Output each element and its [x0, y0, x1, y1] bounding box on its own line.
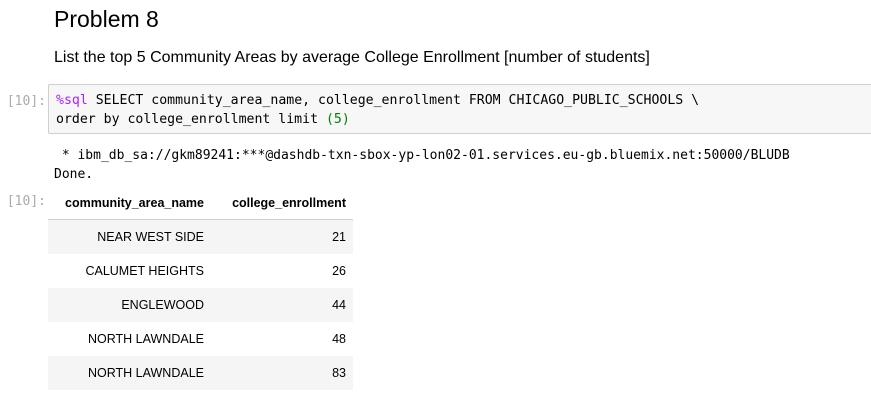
community-area-name-cell: ENGLEWOOD	[48, 288, 212, 322]
input-prompt: [10]:	[6, 94, 46, 109]
column-header-college-enrollment: college_enrollment	[212, 186, 353, 220]
column-header-community-area-name: community_area_name	[48, 186, 212, 220]
problem-description: List the top 5 Community Areas by averag…	[54, 49, 650, 66]
college-enrollment-cell: 48	[212, 322, 353, 356]
query-result-table: community_area_name college_enrollment N…	[48, 186, 353, 390]
code-line-2: order by college_enrollment limit	[56, 112, 326, 127]
college-enrollment-cell: 44	[212, 288, 353, 322]
table-row: ENGLEWOOD 44	[48, 288, 353, 322]
college-enrollment-cell: 83	[212, 356, 353, 390]
code-cell[interactable]: %sql SELECT community_area_name, college…	[48, 84, 871, 134]
table-row: CALUMET HEIGHTS 26	[48, 254, 353, 288]
code-editor[interactable]: %sql SELECT community_area_name, college…	[56, 91, 699, 129]
done-message: Done.	[54, 167, 94, 182]
community-area-name-cell: NORTH LAWNDALE	[48, 356, 212, 390]
sql-magic-keyword: %sql	[56, 93, 88, 108]
college-enrollment-cell: 26	[212, 254, 353, 288]
community-area-name-cell: CALUMET HEIGHTS	[48, 254, 212, 288]
output-prompt: [10]:	[6, 194, 46, 209]
code-line-1: SELECT community_area_name, college_enro…	[87, 93, 700, 108]
table-row: NEAR WEST SIDE 21	[48, 219, 353, 254]
community-area-name-cell: NORTH LAWNDALE	[48, 322, 212, 356]
community-area-name-cell: NEAR WEST SIDE	[48, 219, 212, 254]
table-header-row: community_area_name college_enrollment	[48, 186, 353, 220]
college-enrollment-cell: 21	[212, 219, 353, 254]
limit-number: (5)	[325, 112, 350, 127]
table-row: NORTH LAWNDALE 83	[48, 356, 353, 390]
notebook-heading: Problem 8	[54, 6, 159, 32]
cell-stdout: * ibm_db_sa://gkm89241:***@dashdb-txn-sb…	[54, 146, 790, 184]
connection-string: * ibm_db_sa://gkm89241:***@dashdb-txn-sb…	[54, 148, 790, 163]
table-row: NORTH LAWNDALE 48	[48, 322, 353, 356]
